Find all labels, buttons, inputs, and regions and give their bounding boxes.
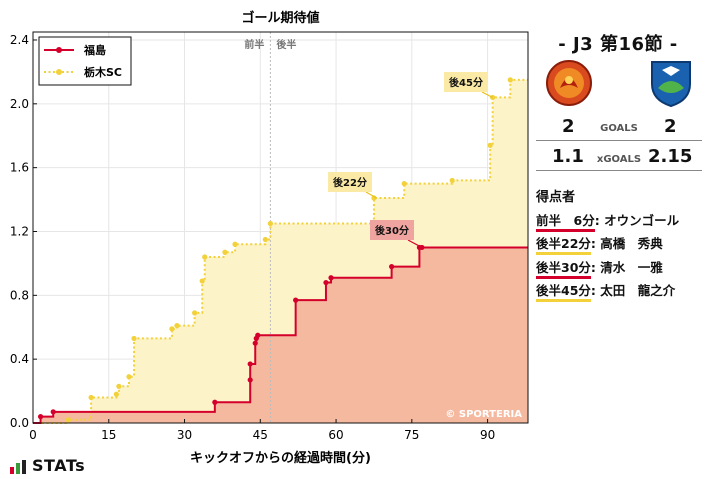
annotation-leader [365, 191, 377, 199]
annotation-label: 後30分 [375, 224, 409, 237]
data-point-home [212, 399, 218, 405]
data-point-away [65, 417, 71, 423]
legend-label-away: 栃木SC [84, 65, 122, 79]
legend-marker-away [56, 69, 62, 75]
data-point-home [389, 264, 395, 270]
scorer-time: 後半45分 [536, 280, 591, 302]
stats-logo-text: STATs [32, 456, 86, 475]
goals-row: 2 GOALS 2 [536, 116, 702, 141]
data-point-home [252, 340, 258, 346]
home-goals: 2 [562, 116, 575, 137]
data-point-away [199, 278, 205, 284]
data-point-home [50, 409, 56, 415]
second-half-label: 後半 [276, 38, 296, 51]
x-axis-label: キックオフからの経過時間(分) [190, 450, 371, 466]
data-point-away [487, 142, 493, 148]
y-tick-label: 0.4 [10, 352, 29, 366]
annotation-box [370, 220, 414, 240]
data-point-away [232, 241, 238, 247]
data-point-away [116, 383, 122, 389]
data-point-away [401, 181, 407, 187]
chart-title: ゴール期待値 [241, 10, 319, 26]
y-tick-label: 0.0 [10, 416, 29, 430]
scorer-row: 後半22分: 高橋 秀典 [536, 233, 663, 255]
xgoals-row: 1.1 xGOALS 2.15 [536, 146, 702, 171]
data-point-home [37, 414, 44, 420]
goals-label: GOALS [600, 123, 638, 134]
annotation-box [328, 172, 372, 192]
scorer-row: 前半 6分: オウンゴール [536, 210, 679, 232]
y-tick-label: 1.2 [10, 224, 29, 238]
legend-marker-home [56, 47, 62, 53]
y-tick-label: 0.8 [10, 288, 29, 302]
first-half-label: 前半 [244, 38, 264, 51]
plot-frame [32, 31, 529, 424]
legend-box [38, 36, 132, 86]
data-point-away [169, 326, 175, 332]
scorer-name: 清水 一雅 [600, 260, 663, 275]
data-point-home [247, 361, 253, 367]
watermark: © SPORTERIA [445, 409, 522, 420]
data-point-home [255, 332, 261, 338]
x-tick-label: 60 [328, 428, 343, 442]
data-point-home [323, 279, 329, 286]
data-point-away [507, 77, 513, 83]
y-tick-label: 1.6 [10, 161, 29, 175]
data-point-away [113, 391, 119, 397]
data-point-away [131, 335, 137, 342]
data-point-away [174, 323, 180, 329]
data-point-home [247, 377, 253, 383]
scorer-name: 太田 龍之介 [600, 283, 676, 298]
x-tick-label: 45 [253, 428, 268, 442]
bar-chart-icon [10, 460, 26, 474]
data-point-away [222, 249, 228, 255]
data-point-away [126, 374, 132, 380]
fukushima-crest-icon [546, 60, 592, 106]
scorers-heading: 得点者 [536, 190, 576, 205]
away-goals: 2 [664, 116, 677, 137]
annotation-label: 後22分 [333, 176, 367, 189]
annotation-leader [481, 91, 493, 98]
scorer-time: 後半22分 [536, 233, 591, 255]
home-xgoals: 1.1 [552, 146, 584, 167]
annotation-label: 後45分 [449, 76, 483, 89]
xgoals-label: xGOALS [596, 154, 642, 165]
data-point-home [293, 297, 299, 303]
x-tick-label: 75 [404, 428, 419, 442]
scorer-name: オウンゴール [604, 213, 680, 228]
tochigi-crest-icon [651, 61, 691, 108]
scorer-time: 前半 6分 [536, 210, 595, 232]
match-title: - J3 第16節 - [558, 34, 678, 55]
data-point-away [202, 254, 208, 260]
scorer-row: 後半45分: 太田 龍之介 [536, 280, 675, 302]
annotation-box [444, 72, 488, 92]
away-xgoals: 2.15 [648, 146, 693, 167]
data-point-away [267, 220, 273, 227]
y-tick-label: 2.4 [10, 33, 29, 47]
x-tick-label: 0 [29, 428, 37, 442]
data-point-away [449, 177, 455, 184]
data-point-away [262, 236, 268, 243]
legend-label-home: 福島 [83, 43, 106, 57]
scorer-name: 高橋 秀典 [600, 236, 663, 251]
data-point-home [328, 275, 334, 281]
x-tick-label: 15 [101, 428, 116, 442]
scorer-row: 後半30分: 清水 一雅 [536, 257, 663, 279]
scorer-time: 後半30分 [536, 257, 591, 279]
x-tick-label: 90 [480, 428, 495, 442]
y-tick-label: 2.0 [10, 97, 29, 111]
data-point-away [192, 310, 198, 316]
annotation-leader [407, 239, 423, 248]
x-tick-label: 30 [177, 428, 192, 442]
data-point-away [88, 394, 94, 401]
